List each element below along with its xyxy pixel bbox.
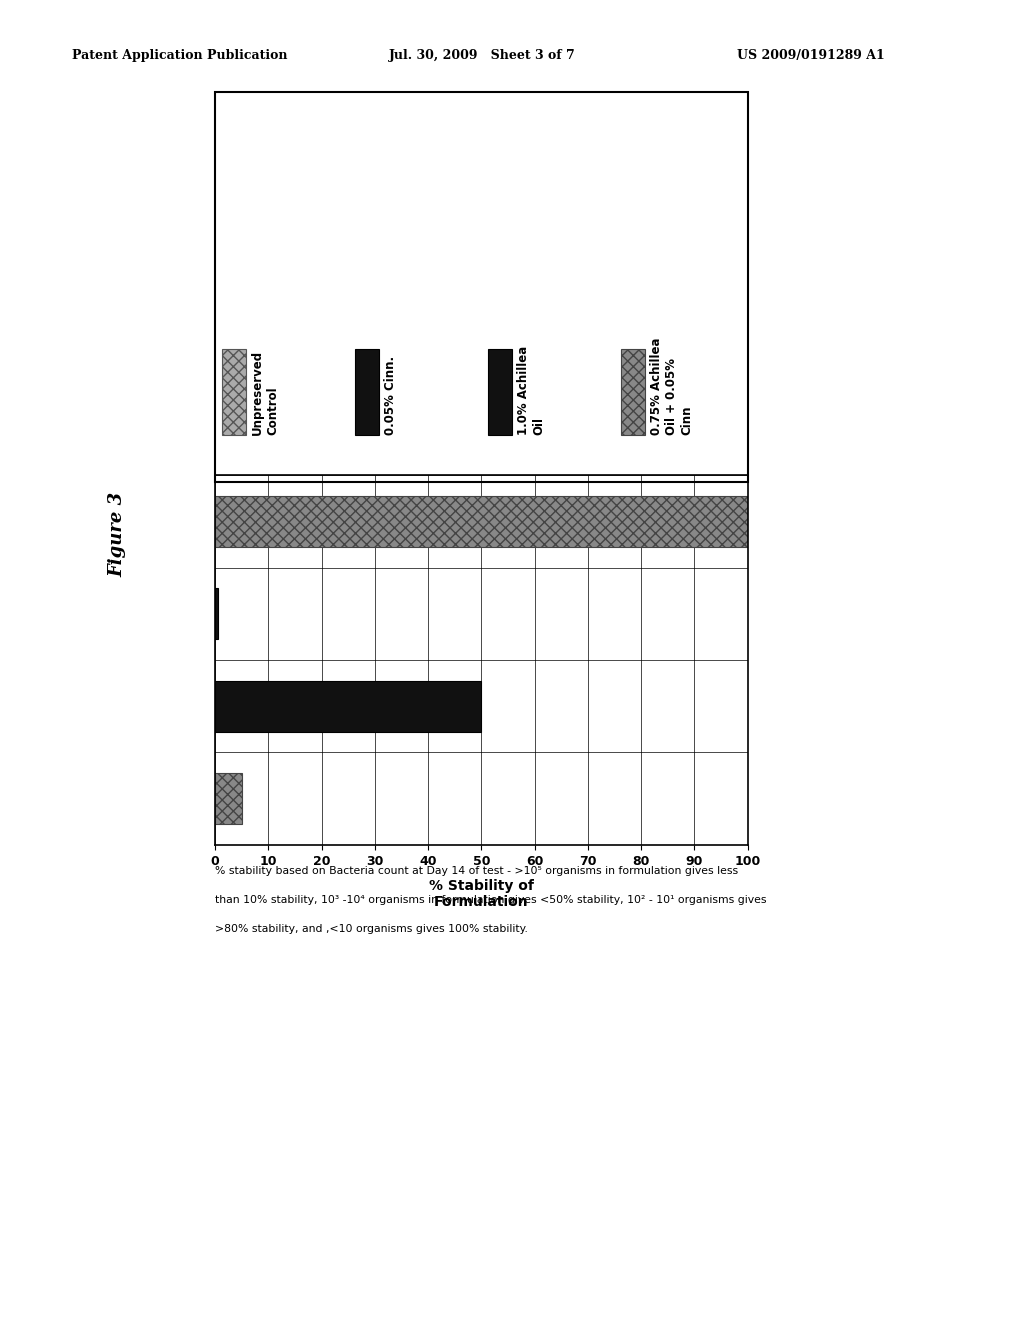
Text: >80% stability, and ,<10 organisms gives 100% stability.: >80% stability, and ,<10 organisms gives…: [215, 924, 528, 935]
Text: Unpreserved
Control: Unpreserved Control: [251, 350, 279, 436]
Text: US 2009/0191289 A1: US 2009/0191289 A1: [737, 49, 885, 62]
Bar: [487, 350, 512, 436]
Bar: [215, 496, 748, 546]
Bar: [355, 350, 379, 436]
Text: Jul. 30, 2009   Sheet 3 of 7: Jul. 30, 2009 Sheet 3 of 7: [389, 49, 575, 62]
Text: Patent Application Publication: Patent Application Publication: [72, 49, 287, 62]
X-axis label: % Stability of
Formulation: % Stability of Formulation: [429, 879, 534, 909]
Text: than 10% stability, 10³ -10⁴ organisms in formulation gives <50% stability, 10² : than 10% stability, 10³ -10⁴ organisms i…: [215, 895, 767, 906]
Text: % stability based on Bacteria count at Day 14 of test - >10⁵ organisms in formul: % stability based on Bacteria count at D…: [215, 866, 738, 876]
Bar: [221, 350, 246, 436]
Text: 0.05% Cinn.: 0.05% Cinn.: [384, 356, 397, 436]
Bar: [215, 589, 218, 639]
Text: 1.0% Achillea
Oil: 1.0% Achillea Oil: [517, 346, 545, 436]
Text: Figure 3: Figure 3: [109, 492, 127, 577]
Bar: [215, 681, 481, 731]
Bar: [215, 774, 242, 824]
Text: 0.75% Achillea
Oil + 0.05%
Cinn: 0.75% Achillea Oil + 0.05% Cinn: [650, 338, 693, 436]
Bar: [621, 350, 645, 436]
